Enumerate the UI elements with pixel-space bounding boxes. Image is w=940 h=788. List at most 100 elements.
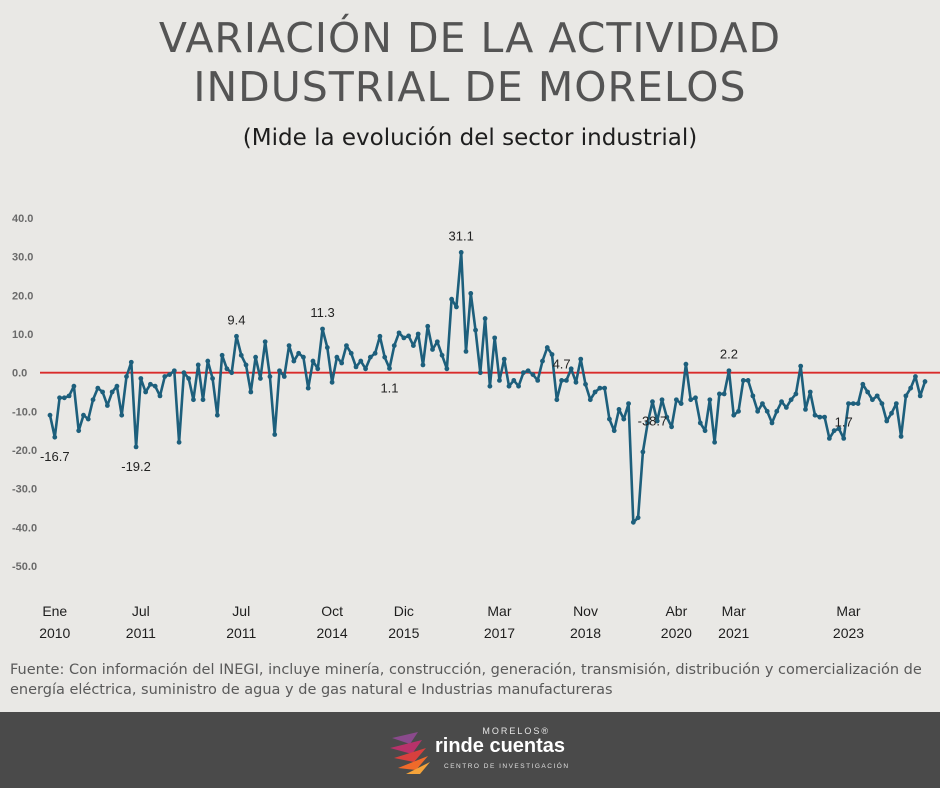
data-point [406, 333, 412, 339]
data-point [922, 379, 928, 384]
data-point [286, 343, 292, 348]
data-point [205, 358, 211, 364]
y-tick-label: 30.0 [12, 252, 33, 264]
y-tick-label: 0.0 [12, 368, 27, 380]
x-tick-month: Dic [394, 603, 414, 619]
data-point [210, 376, 215, 381]
data-point [750, 393, 756, 399]
data-point [831, 428, 837, 434]
data-point [200, 397, 206, 403]
title-line-2: INDUSTRIAL DE MORELOS [193, 63, 747, 111]
data-point [607, 416, 612, 422]
data-point [769, 420, 775, 426]
data-point [444, 366, 450, 372]
data-point [611, 428, 617, 434]
data-point [597, 385, 603, 391]
data-point [329, 379, 335, 385]
data-point [396, 330, 402, 336]
data-point [148, 381, 153, 387]
data-point [640, 449, 646, 455]
data-point [410, 343, 416, 348]
data-point [257, 376, 263, 381]
data-point [860, 381, 866, 387]
data-point [353, 364, 359, 370]
data-point [334, 354, 340, 360]
data-point [124, 374, 129, 379]
data-point [439, 352, 445, 358]
data-point [229, 370, 235, 376]
data-point [291, 358, 297, 364]
y-tick-label: -40.0 [12, 522, 37, 534]
data-point [234, 333, 239, 339]
x-tick-month: Jul [132, 603, 150, 619]
data-point [879, 401, 885, 406]
y-tick-label: 20.0 [12, 290, 33, 302]
leaf-flame-icon [390, 732, 430, 774]
data-point [587, 397, 593, 403]
source-note: Fuente: Con información del INEGI, inclu… [10, 662, 922, 698]
data-point [874, 393, 880, 399]
data-point [798, 363, 804, 369]
data-point [549, 352, 555, 357]
data-point [822, 414, 827, 420]
data-point [898, 434, 904, 439]
data-point [889, 410, 894, 416]
x-tick-year: 2010 [39, 625, 70, 641]
data-point [908, 385, 914, 391]
data-label: 11.3 [310, 305, 334, 320]
data-point [162, 374, 168, 379]
data-point [602, 385, 608, 391]
data-point [664, 414, 670, 420]
data-point [157, 393, 163, 399]
data-point [846, 401, 851, 406]
data-point [253, 354, 259, 360]
y-tick-label: 10.0 [12, 329, 33, 341]
data-point [721, 391, 727, 397]
data-point [114, 383, 120, 389]
x-tick-month: Oct [321, 603, 343, 619]
data-point [387, 366, 392, 371]
data-point [181, 370, 187, 376]
data-point [745, 378, 751, 383]
data-point [697, 420, 703, 426]
data-point [401, 335, 407, 341]
data-point [826, 436, 832, 441]
data-point [143, 389, 149, 395]
data-point [109, 389, 115, 395]
data-point [803, 407, 808, 412]
data-point [511, 378, 517, 383]
data-point [61, 395, 67, 401]
data-point [415, 331, 421, 337]
data-point [277, 368, 282, 374]
data-point [712, 439, 718, 445]
x-tick-year: 2015 [388, 625, 419, 641]
y-tick-label: -50.0 [12, 561, 37, 573]
logo-main-text: rinde cuentas [435, 735, 566, 757]
data-point [176, 439, 182, 445]
data-point [487, 383, 493, 389]
data-point [616, 407, 622, 412]
data-label: 31.1 [449, 228, 474, 243]
data-point [779, 399, 784, 405]
data-point [224, 366, 230, 372]
data-point [807, 389, 813, 395]
data-point [760, 401, 765, 406]
data-point [372, 350, 378, 356]
data-point [893, 401, 899, 406]
data-point [516, 383, 521, 389]
data-point [592, 389, 598, 395]
x-tick-year: 2018 [570, 625, 601, 641]
data-point [152, 383, 158, 389]
data-point [650, 399, 655, 405]
data-point [630, 519, 636, 525]
data-point [731, 412, 737, 418]
x-tick-month: Jul [232, 603, 250, 619]
chart-title: VARIACIÓN DE LA ACTIVIDAD INDUSTRIAL DE … [0, 14, 940, 112]
y-tick-label: -20.0 [12, 445, 37, 457]
data-point [57, 395, 62, 401]
data-point [301, 354, 306, 360]
data-label: -38.7 [638, 414, 668, 429]
data-point [520, 370, 526, 376]
data-point [764, 408, 770, 414]
data-point [506, 383, 512, 389]
